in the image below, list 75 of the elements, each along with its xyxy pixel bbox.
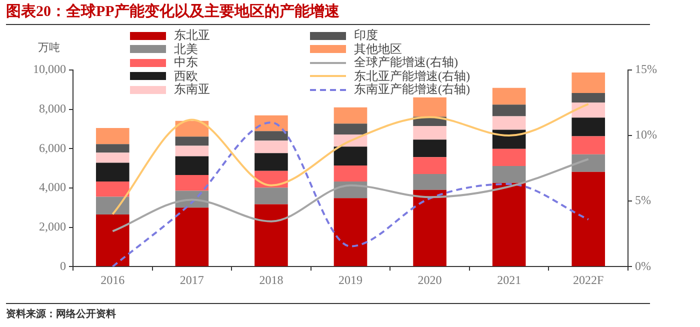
bar — [492, 182, 526, 266]
legend-label: 东北亚 — [174, 28, 210, 42]
x-tick-label: 2022F — [573, 272, 604, 287]
line-series — [112, 103, 590, 216]
bar — [492, 166, 526, 183]
bar — [334, 107, 368, 124]
y-tick-label: 2,000 — [39, 219, 66, 234]
x-tick-label: 2018 — [259, 272, 284, 287]
bar — [254, 204, 288, 266]
bar — [572, 102, 606, 118]
bar — [572, 154, 606, 172]
bar — [96, 152, 130, 163]
bar — [96, 128, 130, 144]
bar — [175, 174, 209, 191]
bar — [572, 72, 606, 93]
legend-label: 其他地区 — [354, 42, 402, 56]
bar — [175, 156, 209, 175]
bar — [96, 196, 130, 214]
legend-label: 西欧 — [174, 68, 198, 83]
bar — [572, 172, 606, 266]
line-series — [112, 121, 590, 267]
bar — [492, 104, 526, 116]
legend-label: 东南亚 — [174, 82, 210, 96]
bar — [175, 136, 209, 146]
y2-tick-label: 0% — [635, 258, 652, 273]
bar — [572, 136, 606, 154]
bar — [334, 124, 368, 134]
y-tick-label: 0 — [60, 258, 66, 273]
bar — [96, 181, 130, 197]
bar — [175, 146, 209, 156]
text: 资料来源：网络公开资料 — [6, 303, 650, 321]
bar — [492, 148, 526, 166]
chart-title: 图表20：全球PP产能变化以及主要地区的产能增速 — [6, 2, 650, 25]
bar — [572, 118, 606, 136]
legend-label: 东北亚产能增速(右轴) — [354, 68, 470, 83]
bar — [254, 115, 288, 132]
bar — [334, 198, 368, 266]
legend-label: 东南亚产能增速(右轴) — [354, 82, 470, 96]
bar — [175, 208, 209, 266]
legend-label: 北美 — [174, 42, 198, 56]
bar — [254, 153, 288, 171]
bar — [413, 174, 446, 190]
bar — [254, 131, 288, 141]
bar — [413, 97, 446, 117]
y2-tick-label: 5% — [635, 193, 652, 208]
x-tick-label: 2016 — [100, 272, 125, 287]
y2-tick-label: 15% — [635, 62, 658, 76]
bar — [96, 162, 130, 182]
line-series — [112, 158, 590, 232]
bar — [492, 116, 526, 130]
y-tick-label: 4,000 — [39, 180, 66, 194]
bar — [254, 188, 288, 204]
legend-label: 印度 — [354, 28, 378, 42]
bar — [413, 190, 446, 266]
bar — [413, 126, 446, 140]
bar — [334, 166, 368, 182]
x-tick-label: 2017 — [180, 272, 204, 287]
bar — [96, 144, 130, 153]
x-tick-label: 2019 — [338, 272, 362, 287]
legend-label: 中东 — [174, 55, 198, 70]
x-tick-label: 2020 — [418, 272, 442, 287]
bar — [254, 140, 288, 154]
x-tick-label: 2021 — [497, 272, 522, 287]
legend-label: 全球产能增速(右轴) — [354, 55, 458, 70]
y-tick-label: 8,000 — [39, 101, 66, 116]
bar — [572, 93, 606, 102]
y-axis-title: 万吨 — [38, 41, 60, 55]
y-tick-label: 10,000 — [33, 62, 66, 76]
y-tick-label: 6,000 — [39, 140, 66, 155]
bar — [334, 146, 368, 166]
bar — [492, 88, 526, 105]
bar — [413, 140, 446, 158]
bar — [413, 157, 446, 174]
y2-tick-label: 10% — [635, 128, 658, 142]
bar — [96, 214, 130, 266]
